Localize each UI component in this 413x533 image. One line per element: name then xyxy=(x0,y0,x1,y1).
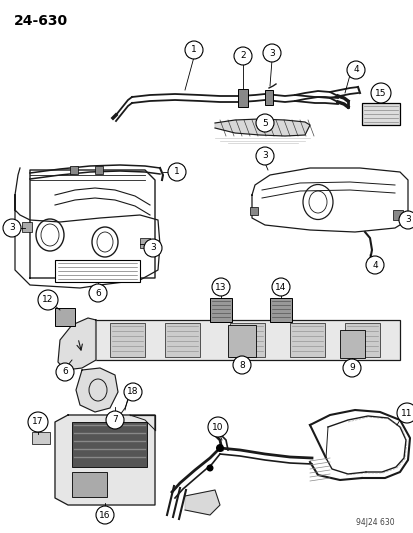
Text: 3: 3 xyxy=(150,244,156,253)
Circle shape xyxy=(342,359,360,377)
Bar xyxy=(55,308,75,326)
Circle shape xyxy=(56,363,74,381)
Text: 8: 8 xyxy=(239,360,244,369)
Text: 13: 13 xyxy=(215,282,226,292)
Text: 6: 6 xyxy=(62,367,68,376)
Circle shape xyxy=(365,256,383,274)
Bar xyxy=(95,320,399,360)
Circle shape xyxy=(398,211,413,229)
Text: 4: 4 xyxy=(371,261,377,270)
Circle shape xyxy=(38,290,58,310)
Bar xyxy=(361,103,399,125)
Circle shape xyxy=(206,464,213,472)
Circle shape xyxy=(28,412,48,432)
Text: 18: 18 xyxy=(127,387,138,397)
Bar xyxy=(110,323,145,357)
Polygon shape xyxy=(185,490,219,515)
Text: 16: 16 xyxy=(99,511,111,520)
Text: 11: 11 xyxy=(400,408,412,417)
Bar xyxy=(55,260,140,282)
Text: 1: 1 xyxy=(174,167,179,176)
Text: 2: 2 xyxy=(240,52,245,61)
Text: 12: 12 xyxy=(42,295,54,304)
Circle shape xyxy=(233,47,252,65)
Circle shape xyxy=(255,147,273,165)
Circle shape xyxy=(3,219,21,237)
Bar xyxy=(209,298,231,322)
Circle shape xyxy=(106,411,124,429)
Circle shape xyxy=(262,44,280,62)
Bar xyxy=(269,298,291,322)
Text: 3: 3 xyxy=(268,49,274,58)
Text: 94J24 630: 94J24 630 xyxy=(356,518,394,527)
Bar xyxy=(237,89,247,107)
Text: 3: 3 xyxy=(9,223,15,232)
Bar xyxy=(249,207,257,215)
Circle shape xyxy=(346,61,364,79)
Bar xyxy=(72,472,107,497)
Text: 4: 4 xyxy=(352,66,358,75)
Polygon shape xyxy=(76,368,118,412)
Bar xyxy=(22,222,32,232)
Circle shape xyxy=(233,356,250,374)
Polygon shape xyxy=(55,415,154,505)
Bar xyxy=(228,325,255,357)
Bar xyxy=(32,432,50,444)
Text: 1: 1 xyxy=(191,45,197,54)
Bar xyxy=(289,323,324,357)
Bar xyxy=(165,323,199,357)
Text: 24-630: 24-630 xyxy=(14,14,68,28)
Text: 17: 17 xyxy=(32,417,44,426)
Circle shape xyxy=(396,403,413,423)
Bar xyxy=(72,422,147,467)
Text: 7: 7 xyxy=(112,416,118,424)
Bar xyxy=(264,90,272,105)
Text: 3: 3 xyxy=(404,215,410,224)
Bar xyxy=(70,166,78,174)
Bar xyxy=(230,323,264,357)
Bar xyxy=(339,330,364,358)
Text: 10: 10 xyxy=(212,423,223,432)
Bar xyxy=(140,238,150,248)
Circle shape xyxy=(255,114,273,132)
Circle shape xyxy=(124,383,142,401)
Text: 15: 15 xyxy=(374,88,386,98)
Circle shape xyxy=(271,278,289,296)
Circle shape xyxy=(185,41,202,59)
Circle shape xyxy=(207,417,228,437)
Circle shape xyxy=(370,83,390,103)
Text: 5: 5 xyxy=(261,118,267,127)
Circle shape xyxy=(211,278,230,296)
Bar xyxy=(344,323,379,357)
Bar xyxy=(392,210,402,220)
Circle shape xyxy=(144,239,161,257)
Text: 14: 14 xyxy=(275,282,286,292)
Circle shape xyxy=(96,506,114,524)
Polygon shape xyxy=(58,318,96,370)
Circle shape xyxy=(168,163,185,181)
Polygon shape xyxy=(214,119,309,136)
Bar xyxy=(95,166,103,174)
Text: 9: 9 xyxy=(348,364,354,373)
Circle shape xyxy=(216,444,223,452)
Text: 6: 6 xyxy=(95,288,101,297)
Circle shape xyxy=(89,284,107,302)
Text: 3: 3 xyxy=(261,151,267,160)
